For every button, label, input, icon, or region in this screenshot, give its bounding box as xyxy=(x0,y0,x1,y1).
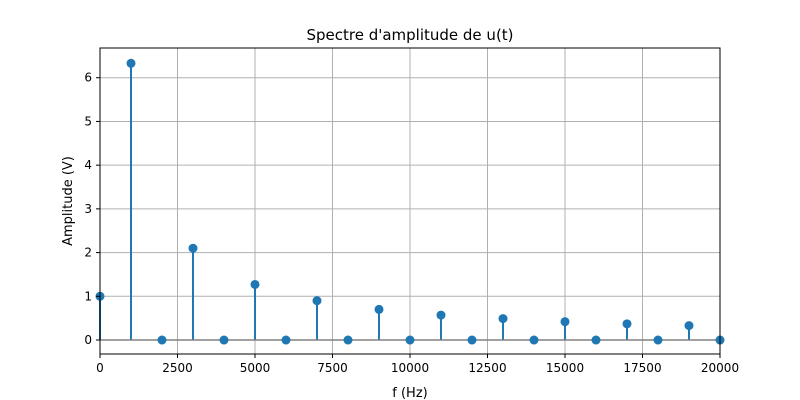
y-axis-label: Amplitude (V) xyxy=(61,156,76,246)
stem-marker xyxy=(219,335,229,345)
stem-marker xyxy=(250,279,260,289)
x-tick-label: 15000 xyxy=(546,361,584,375)
stem-marker xyxy=(343,335,353,345)
x-tick-label: 10000 xyxy=(391,361,429,375)
y-tick-label: 4 xyxy=(84,158,92,172)
y-tick-label: 0 xyxy=(84,333,92,347)
stem-marker xyxy=(126,58,136,68)
stem-marker xyxy=(188,243,198,253)
stem-marker xyxy=(467,335,477,345)
y-tick-label: 5 xyxy=(84,114,92,128)
x-tick-label: 5000 xyxy=(240,361,271,375)
y-tick-label: 3 xyxy=(84,202,92,216)
chart-title: Spectre d'amplitude de u(t) xyxy=(306,26,513,44)
stem-marker xyxy=(560,317,570,327)
x-tick-label: 12500 xyxy=(468,361,506,375)
stem-marker xyxy=(405,335,415,345)
stem-series xyxy=(95,58,725,345)
x-tick-label: 7500 xyxy=(317,361,348,375)
y-tick-label: 6 xyxy=(84,71,92,85)
stem-marker xyxy=(684,321,694,331)
stem-marker xyxy=(312,296,322,306)
stem-marker xyxy=(157,335,167,345)
x-tick-label: 20000 xyxy=(701,361,739,375)
stem-marker xyxy=(498,314,508,324)
x-axis-label: f (Hz) xyxy=(392,386,427,400)
axis-ticks: 0 2500 5000 7500 10000 12500 15000 17500 20000 0 1… xyxy=(84,71,739,375)
stem-marker xyxy=(591,335,601,345)
stem-marker xyxy=(653,335,663,345)
stem-marker xyxy=(622,319,632,329)
x-tick-label: 17500 xyxy=(623,361,661,375)
x-tick-label: 0 xyxy=(96,361,104,375)
stem-marker xyxy=(436,310,446,320)
stem-marker xyxy=(374,304,384,314)
stem-marker xyxy=(529,335,539,345)
y-tick-label: 2 xyxy=(84,246,92,260)
x-tick-label: 2500 xyxy=(162,361,193,375)
y-tick-label: 1 xyxy=(84,289,92,303)
stem-marker xyxy=(281,335,291,345)
